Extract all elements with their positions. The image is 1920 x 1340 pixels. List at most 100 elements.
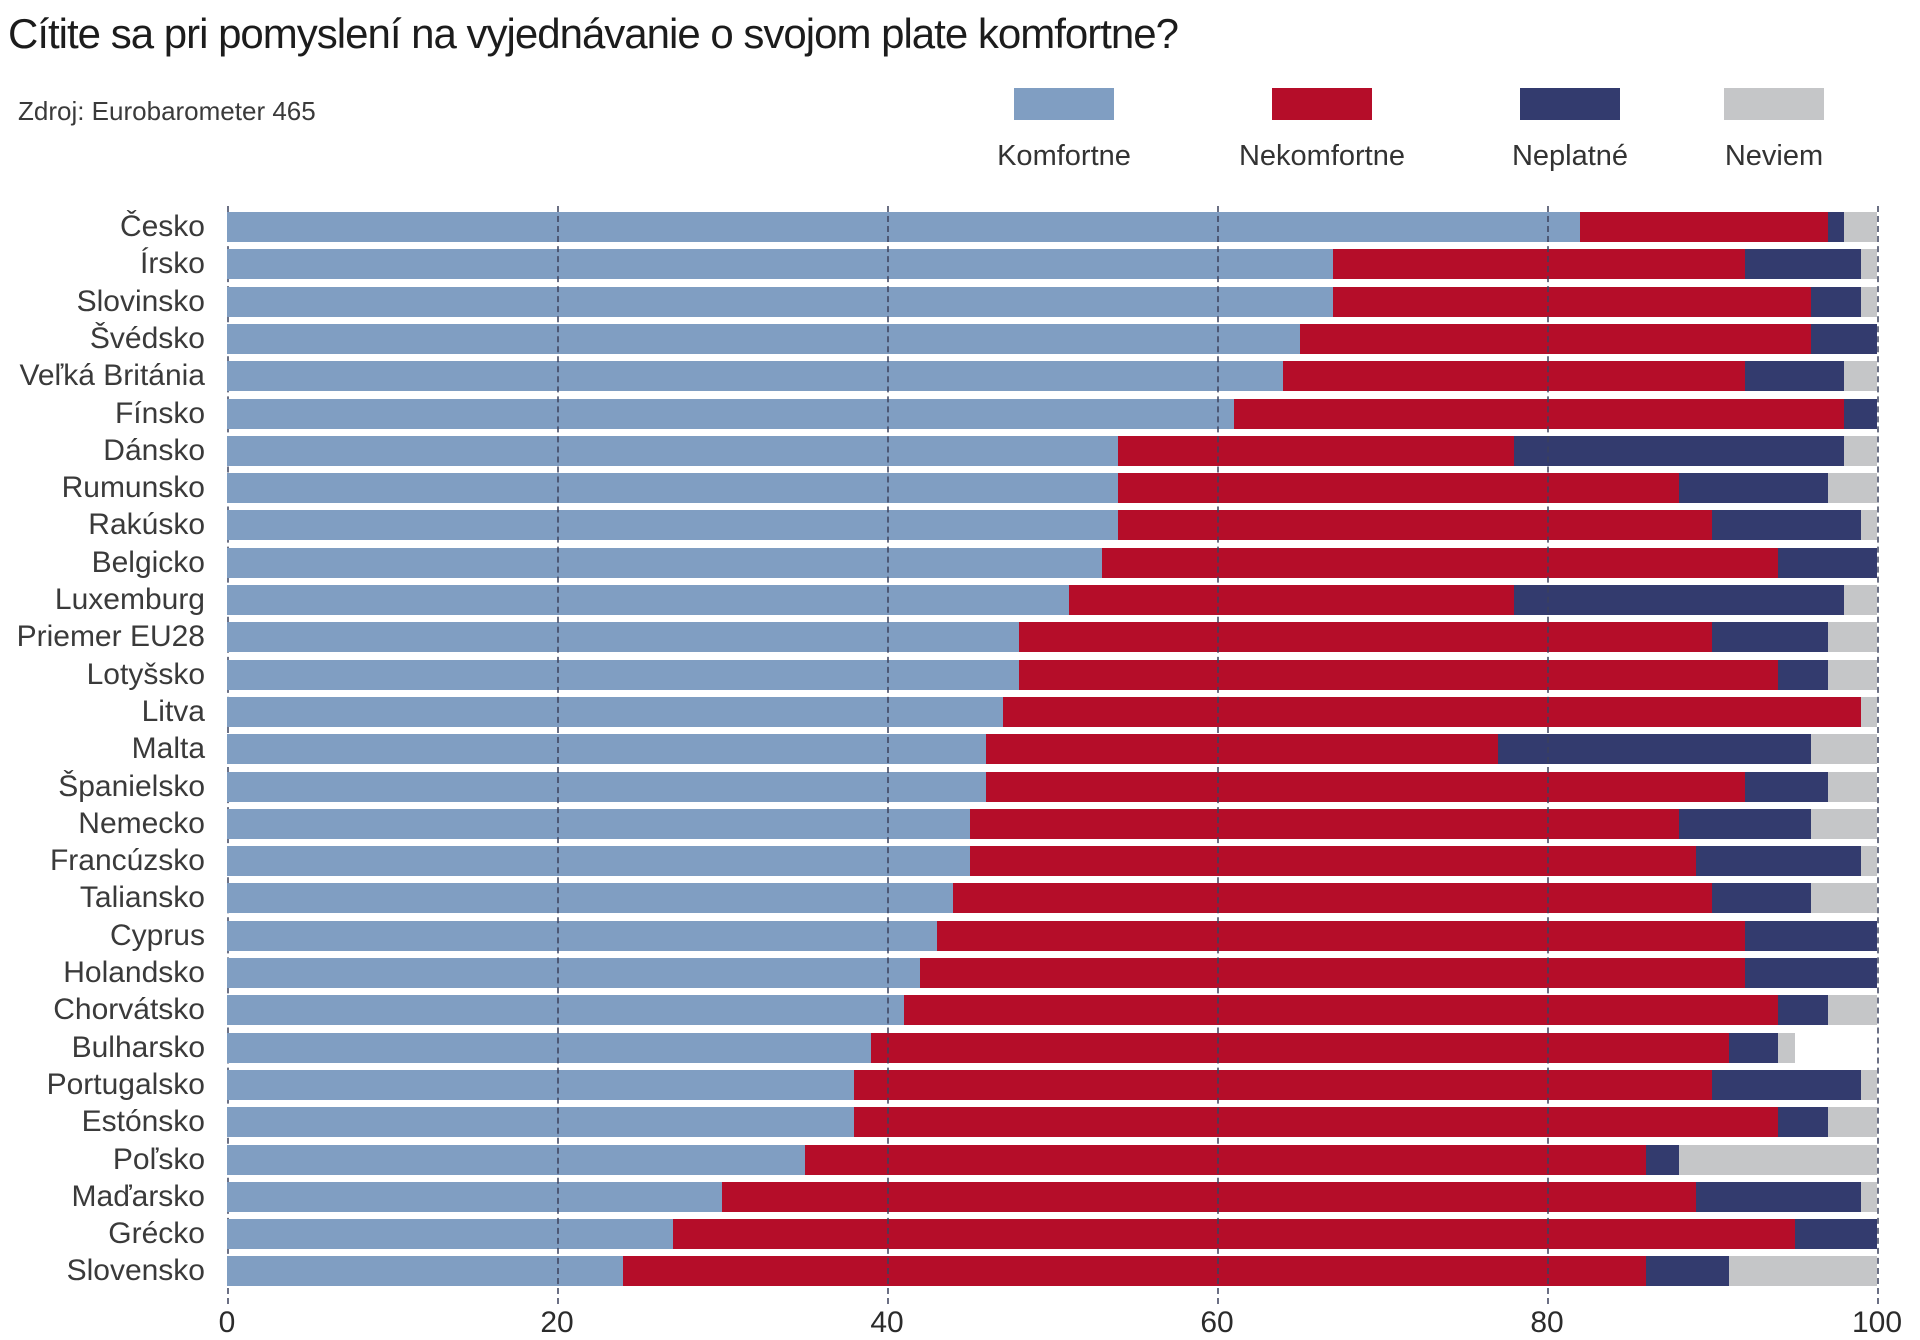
legend-item: Komfortne (954, 88, 1174, 173)
bar-row (227, 920, 1877, 951)
x-tick-label: 60 (1200, 1306, 1234, 1339)
bar-row (227, 1144, 1877, 1175)
bar-segment-komfortne (227, 808, 970, 839)
bar-segment-neplatné (1778, 659, 1828, 690)
row-label: Veľká Británia (19, 359, 205, 393)
bar-row (227, 1069, 1877, 1100)
bar-row (227, 249, 1877, 280)
bar-segment-neplatné (1695, 846, 1861, 877)
bar-segment-komfortne (227, 585, 1069, 615)
bar-segment-nekomfortne (969, 846, 1696, 877)
legend-swatch (1520, 88, 1620, 120)
bar-segment-neplatné (1811, 286, 1861, 317)
legend-swatch (1272, 88, 1372, 120)
bar-segment-komfortne (227, 883, 953, 914)
row-label: Chorvátsko (53, 993, 205, 1027)
bar-row (227, 547, 1877, 578)
bar-segment-neviem (1827, 622, 1877, 653)
page-title: Cítite sa pri pomyslení na vyjednávanie … (8, 10, 1179, 57)
row-label: Rakúsko (88, 508, 205, 542)
bar-row (227, 958, 1877, 988)
row-label: Cyprus (109, 918, 205, 952)
bar-segment-neviem (1778, 1032, 1795, 1063)
source-note: Zdroj: Eurobarometer 465 (18, 96, 316, 126)
bar-segment-komfortne (227, 1256, 623, 1287)
row-label: Francúzsko (49, 844, 205, 878)
bar-segment-neplatné (1778, 1107, 1828, 1138)
row-label: Nemecko (78, 806, 205, 840)
bar-segment-komfortne (227, 696, 1003, 727)
row-label: Belgicko (91, 545, 205, 579)
bar-segment-nekomfortne (623, 1256, 1646, 1287)
row-label: Slovinsko (76, 284, 205, 318)
bar-segment-komfortne (227, 995, 904, 1026)
bar-segment-komfortne (227, 771, 986, 802)
bar-segment-neviem (1860, 249, 1877, 280)
x-tick-label: 20 (540, 1306, 574, 1339)
bar-segment-neviem (1844, 585, 1877, 615)
row-label: Rumunsko (61, 471, 205, 505)
bar-segment-nekomfortne (953, 883, 1712, 914)
bar-segment-neplatné (1745, 361, 1844, 392)
legend-swatch (1724, 88, 1824, 120)
bar-segment-komfortne (227, 1181, 722, 1212)
bar-segment-neviem (1811, 883, 1877, 914)
bar-segment-nekomfortne (1118, 510, 1712, 541)
row-label: Bulharsko (71, 1030, 205, 1064)
legend-item: Neviem (1664, 88, 1884, 173)
legend-label: Komfortne (997, 140, 1131, 172)
bar-segment-nekomfortne (920, 958, 1745, 988)
bar-segment-neviem (1860, 286, 1877, 317)
bar-segment-komfortne (227, 622, 1019, 653)
row-label: Litva (141, 694, 205, 728)
bar-segment-nekomfortne (903, 995, 1778, 1026)
row-label: Holandsko (63, 956, 205, 989)
bar-segment-neplatné (1712, 622, 1828, 653)
bar-segment-komfortne (227, 398, 1234, 429)
bar-segment-nekomfortne (1019, 622, 1712, 653)
bar-row (227, 883, 1877, 914)
bar-segment-neviem (1827, 659, 1877, 690)
bar-segment-nekomfortne (854, 1069, 1712, 1100)
row-label: Maďarsko (71, 1179, 205, 1213)
gridline-60 (1217, 206, 1219, 1304)
bar-segment-neviem (1844, 435, 1877, 466)
row-label: Írsko (139, 247, 205, 281)
x-tick-label: 100 (1851, 1306, 1903, 1339)
bar-segment-komfortne (227, 510, 1118, 541)
bar-segment-neviem (1827, 995, 1877, 1026)
legend-swatch (1014, 88, 1114, 120)
bar-segment-neviem (1811, 808, 1877, 839)
bar-segment-neplatné (1811, 323, 1877, 354)
bar-segment-komfortne (227, 920, 937, 951)
bar-row (227, 585, 1877, 615)
bar-row (227, 212, 1877, 242)
bar-row (227, 323, 1877, 354)
row-label: Grécko (108, 1217, 205, 1251)
bar-segment-nekomfortne (1580, 212, 1828, 242)
row-label: Taliansko (79, 881, 205, 915)
bar-segment-nekomfortne (1332, 249, 1745, 280)
bar-row (227, 435, 1877, 466)
bar-row (227, 1256, 1877, 1287)
row-label: Fínsko (114, 396, 205, 430)
bar-segment-nekomfortne (1068, 585, 1514, 615)
bar-segment-neplatné (1695, 1181, 1861, 1212)
bar-segment-neviem (1860, 696, 1877, 727)
bar-segment-nekomfortne (1233, 398, 1844, 429)
bar-segment-neplatné (1497, 734, 1811, 765)
bar-segment-komfortne (227, 1219, 673, 1250)
bar-segment-neplatné (1778, 547, 1877, 578)
row-label: Poľsko (112, 1142, 205, 1176)
bar-segment-neplatné (1827, 212, 1844, 242)
bar-row (227, 734, 1877, 765)
bar-segment-nekomfortne (1118, 473, 1679, 504)
bar-row (227, 808, 1877, 839)
bar-row (227, 1219, 1877, 1250)
bar-row (227, 846, 1877, 877)
bar-segment-nekomfortne (870, 1032, 1729, 1063)
bar-segment-nekomfortne (936, 920, 1745, 951)
bar-segment-neviem (1844, 361, 1877, 392)
bar-segment-komfortne (227, 435, 1118, 466)
